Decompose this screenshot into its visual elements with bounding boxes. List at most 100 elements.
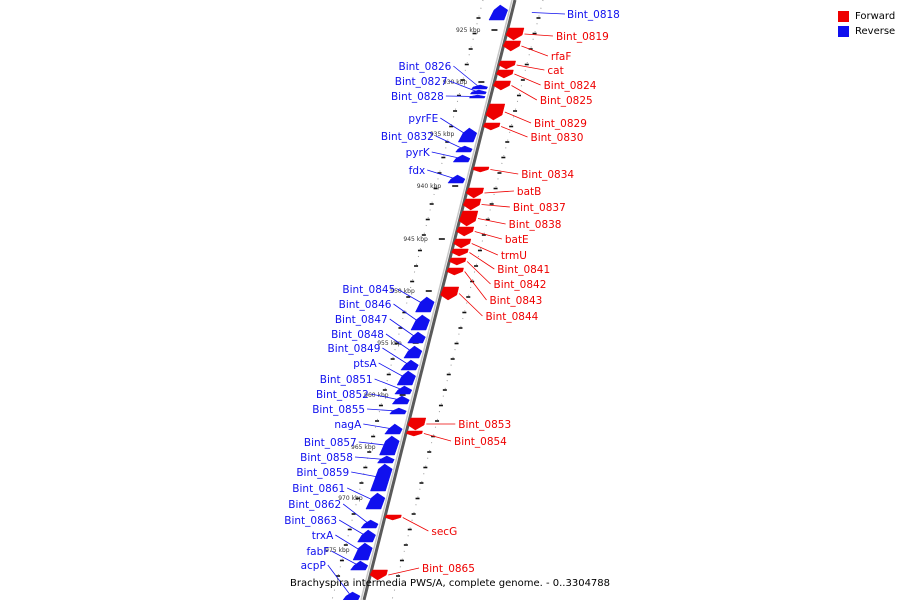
reverse-gene-4[interactable] (457, 127, 478, 143)
forward-gene-label-9: Bint_0837 (513, 202, 566, 214)
reverse-gene-label-9: Bint_0846 (339, 299, 392, 311)
forward-gene-label-17: Bint_0853 (458, 419, 511, 431)
forward-gene-11[interactable] (456, 226, 475, 237)
forward-gene-18-shape (405, 430, 423, 437)
forward-leader-16 (458, 293, 483, 317)
reverse-gene-0[interactable] (488, 4, 509, 21)
reverse-gene-26[interactable] (342, 591, 361, 600)
reverse-gene-8[interactable] (415, 296, 435, 313)
reverse-gene-23-shape (357, 529, 376, 543)
reverse-gene-label-6: pyrK (406, 147, 431, 159)
forward-gene-16-shape (440, 286, 460, 301)
scale-label: 950 kbp (390, 288, 415, 295)
forward-gene-18[interactable] (405, 430, 423, 437)
forward-gene-19[interactable] (384, 514, 402, 521)
reverse-gene-21[interactable] (365, 492, 386, 510)
reverse-gene-1[interactable] (471, 84, 488, 90)
forward-gene-9[interactable] (462, 198, 482, 211)
reverse-leader-1 (453, 65, 480, 88)
reverse-gene-17[interactable] (384, 423, 403, 435)
forward-gene-label-10: Bint_0838 (509, 219, 562, 231)
forward-gene-label-1: rfaF (551, 51, 572, 63)
axis-line (362, 0, 517, 600)
reverse-gene-14[interactable] (394, 385, 413, 395)
reverse-gene-24-shape (352, 542, 373, 561)
forward-gene-20[interactable] (369, 569, 388, 581)
reverse-gene-7[interactable] (447, 174, 466, 184)
forward-gene-label-16: Bint_0844 (485, 311, 538, 323)
reverse-gene-14-shape (394, 385, 413, 395)
forward-leader-11 (474, 231, 502, 240)
reverse-gene-25[interactable] (350, 560, 369, 571)
reverse-gene-18[interactable] (379, 435, 400, 456)
forward-gene-5[interactable] (485, 103, 506, 121)
scale-label: 945 kbp (403, 236, 428, 243)
reverse-gene-22[interactable] (360, 519, 379, 529)
forward-gene-label-8: batB (517, 186, 541, 198)
forward-gene-label-2: cat (547, 65, 563, 77)
forward-gene-4[interactable] (493, 80, 511, 91)
forward-gene-label-4: Bint_0825 (540, 95, 593, 107)
forward-gene-15[interactable] (446, 267, 464, 276)
forward-gene-label-5: Bint_0829 (534, 118, 587, 130)
forward-gene-3[interactable] (496, 69, 514, 79)
reverse-gene-label-23: Bint_0863 (284, 515, 337, 527)
reverse-gene-12-shape (400, 359, 419, 371)
forward-gene-8[interactable] (465, 187, 485, 199)
forward-leader-12 (471, 243, 498, 256)
forward-gene-14[interactable] (448, 257, 467, 266)
reverse-gene-12[interactable] (400, 359, 419, 371)
reverse-gene-5-shape (455, 145, 473, 153)
reverse-gene-2[interactable] (469, 89, 487, 95)
reverse-leader-15 (370, 393, 401, 401)
reverse-gene-7-shape (447, 174, 466, 184)
reverse-gene-13[interactable] (396, 370, 416, 386)
forward-gene-0[interactable] (505, 27, 525, 41)
forward-gene-17-shape (407, 417, 427, 431)
reverse-gene-label-5: Bint_0832 (381, 131, 434, 143)
reverse-gene-18-shape (379, 435, 400, 456)
forward-gene-1-shape (502, 40, 522, 52)
reverse-gene-23[interactable] (357, 529, 376, 543)
forward-gene-7[interactable] (472, 166, 490, 173)
forward-gene-label-0: Bint_0819 (556, 31, 609, 43)
forward-gene-12-shape (453, 238, 472, 249)
scale-label: 930 kbp (443, 79, 468, 86)
legend-reverse-label: Reverse (855, 26, 896, 37)
reverse-gene-20-shape (370, 463, 393, 492)
forward-leader-4 (511, 85, 538, 101)
reverse-gene-10[interactable] (407, 331, 426, 344)
forward-leader-5 (504, 111, 532, 124)
forward-leader-6 (501, 126, 528, 138)
forward-gene-12[interactable] (453, 238, 472, 249)
forward-gene-label-15: Bint_0843 (490, 295, 543, 307)
reverse-gene-20[interactable] (370, 463, 393, 492)
reverse-leader-25 (331, 550, 359, 566)
forward-gene-2[interactable] (498, 60, 516, 70)
forward-gene-2-shape (498, 60, 516, 70)
reverse-gene-9[interactable] (410, 314, 431, 331)
scale-label: 955 kbp (377, 340, 402, 347)
reverse-gene-19[interactable] (376, 455, 395, 464)
forward-gene-17[interactable] (407, 417, 427, 431)
reverse-gene-5[interactable] (455, 145, 473, 153)
reverse-gene-25-shape (350, 560, 369, 571)
forward-gene-6[interactable] (482, 122, 501, 131)
forward-leader-18 (423, 433, 452, 442)
forward-gene-13[interactable] (451, 248, 469, 257)
reverse-gene-label-26: acpP (301, 560, 326, 572)
reverse-leader-3 (445, 95, 477, 97)
forward-gene-16[interactable] (440, 286, 460, 301)
reverse-gene-label-11: Bint_0848 (331, 329, 384, 341)
forward-leader-2 (516, 64, 545, 71)
forward-gene-1[interactable] (502, 40, 522, 52)
legend-reverse-swatch (838, 26, 849, 37)
forward-gene-15-shape (446, 267, 464, 276)
reverse-gene-15[interactable] (391, 395, 410, 405)
reverse-gene-24[interactable] (352, 542, 373, 561)
forward-gene-10[interactable] (458, 210, 479, 227)
reverse-leader-17 (363, 423, 394, 430)
legend-forward: Forward (838, 9, 895, 24)
reverse-gene-6[interactable] (452, 154, 471, 163)
reverse-leader-0 (531, 12, 566, 15)
